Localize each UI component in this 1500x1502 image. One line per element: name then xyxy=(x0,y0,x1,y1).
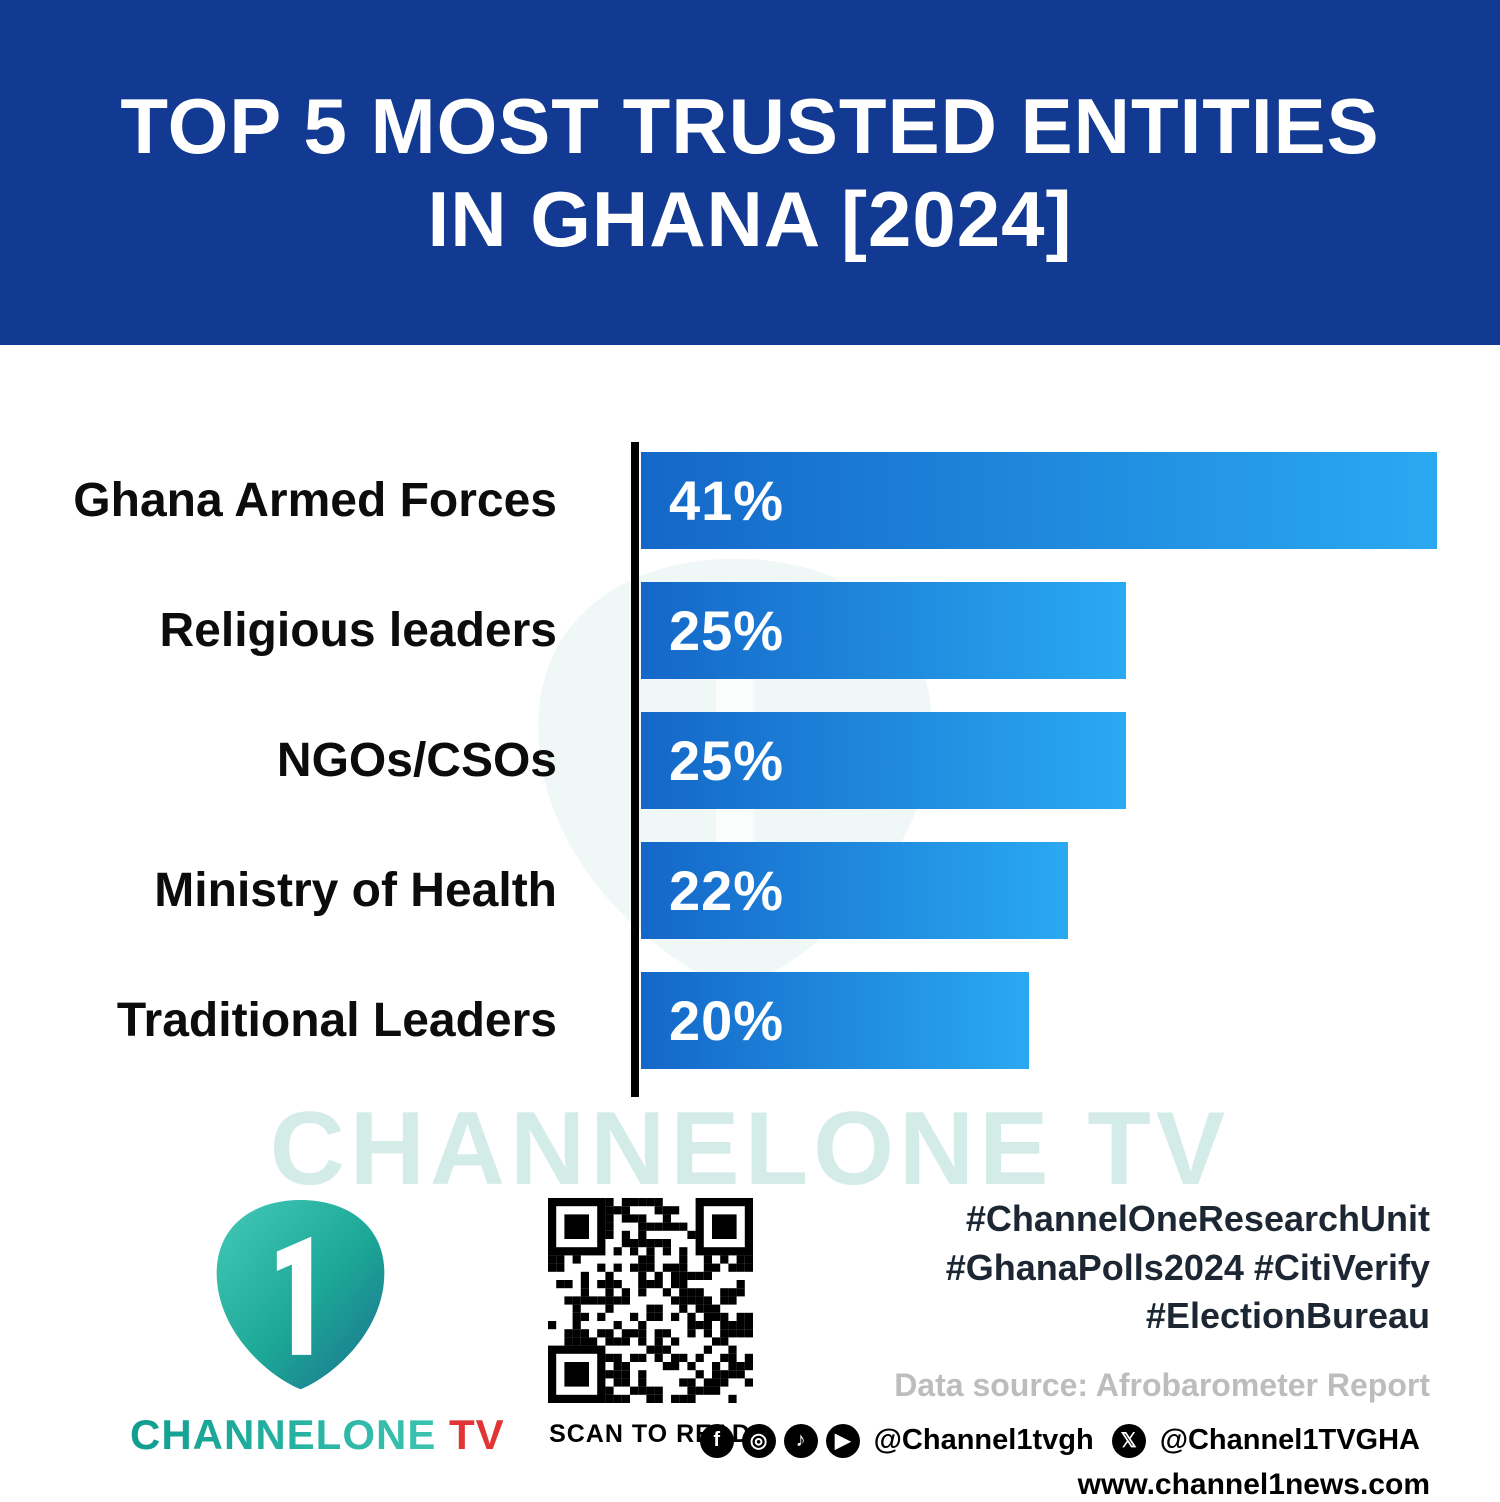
brand-wordmark: CHANNELONE TV xyxy=(130,1411,504,1459)
tiktok-icon: ♪ xyxy=(783,1423,818,1458)
bar-chart: Ghana Armed Forces 41% Religious leaders 25… xyxy=(0,452,1500,1102)
channel-one-logo-icon xyxy=(216,1200,384,1390)
bar-track: 20% xyxy=(641,972,1437,1069)
data-source: Data source: Afrobarometer Report xyxy=(894,1366,1430,1403)
social-row: f ◎ ♪ ▶ @Channel1tvgh 𝕏 @Channel1TVGHA xyxy=(699,1423,1430,1458)
social-handle-1: @Channel1tvgh xyxy=(873,1424,1094,1457)
chart-row: Religious leaders 25% xyxy=(0,582,1500,679)
bar: 41% xyxy=(641,452,1437,549)
bar-value-label: 41% xyxy=(669,469,785,532)
footer-info-block: #ChannelOneResearchUnit #GhanaPolls2024 … xyxy=(699,1195,1430,1502)
category-label: Ministry of Health xyxy=(154,864,557,917)
hashtag-line-2: #GhanaPolls2024 #CitiVerify xyxy=(945,1246,1430,1288)
qr-block: SCAN TO READ xyxy=(540,1198,760,1449)
brand-channel-text: CHANNELONE xyxy=(130,1411,437,1458)
header-banner: TOP 5 MOST TRUSTED ENTITIES IN GHANA [20… xyxy=(0,0,1500,345)
hashtag-line-1: #ChannelOneResearchUnit xyxy=(965,1198,1430,1239)
chart-axis-line xyxy=(631,442,639,1097)
category-label: Ghana Armed Forces xyxy=(73,474,557,527)
hashtags: #ChannelOneResearchUnit #GhanaPolls2024 … xyxy=(850,1195,1430,1341)
channel-one-logo-block: CHANNELONE TV xyxy=(130,1185,504,1459)
chart-row: Ghana Armed Forces 41% xyxy=(0,452,1500,549)
bar-track: 25% xyxy=(641,582,1437,679)
bar-value-label: 25% xyxy=(669,599,785,662)
bar: 25% xyxy=(641,712,1127,809)
x-icon: 𝕏 xyxy=(1111,1423,1146,1458)
youtube-icon: ▶ xyxy=(825,1423,860,1458)
bar-track: 25% xyxy=(641,712,1437,809)
bar-track: 41% xyxy=(641,452,1437,549)
bar-value-label: 20% xyxy=(669,989,785,1052)
hashtag-line-3: #ElectionBureau xyxy=(1145,1295,1430,1337)
chart-row: Traditional Leaders 20% xyxy=(0,972,1500,1069)
category-label: NGOs/CSOs xyxy=(276,734,557,787)
instagram-icon: ◎ xyxy=(741,1423,776,1458)
brand-tv-text: TV xyxy=(436,1411,505,1458)
category-label: Religious leaders xyxy=(159,604,557,657)
bar-value-label: 25% xyxy=(669,729,785,792)
bar: 20% xyxy=(641,972,1030,1069)
category-label: Traditional Leaders xyxy=(116,994,557,1047)
page-title: TOP 5 MOST TRUSTED ENTITIES IN GHANA [20… xyxy=(120,82,1380,263)
bar: 25% xyxy=(641,582,1127,679)
bar-value-label: 22% xyxy=(669,859,785,922)
chart-row: NGOs/CSOs 25% xyxy=(0,712,1500,809)
facebook-icon: f xyxy=(699,1423,734,1458)
website-url: www.channel1news.com xyxy=(1077,1467,1430,1501)
bar-track: 22% xyxy=(641,842,1437,939)
bar: 22% xyxy=(641,842,1069,939)
chart-row: Ministry of Health 22% xyxy=(0,842,1500,939)
social-handle-2: @Channel1TVGHA xyxy=(1159,1424,1420,1457)
qr-code xyxy=(547,1198,753,1403)
bar-chart-rows: Ghana Armed Forces 41% Religious leaders 25… xyxy=(0,452,1500,1069)
